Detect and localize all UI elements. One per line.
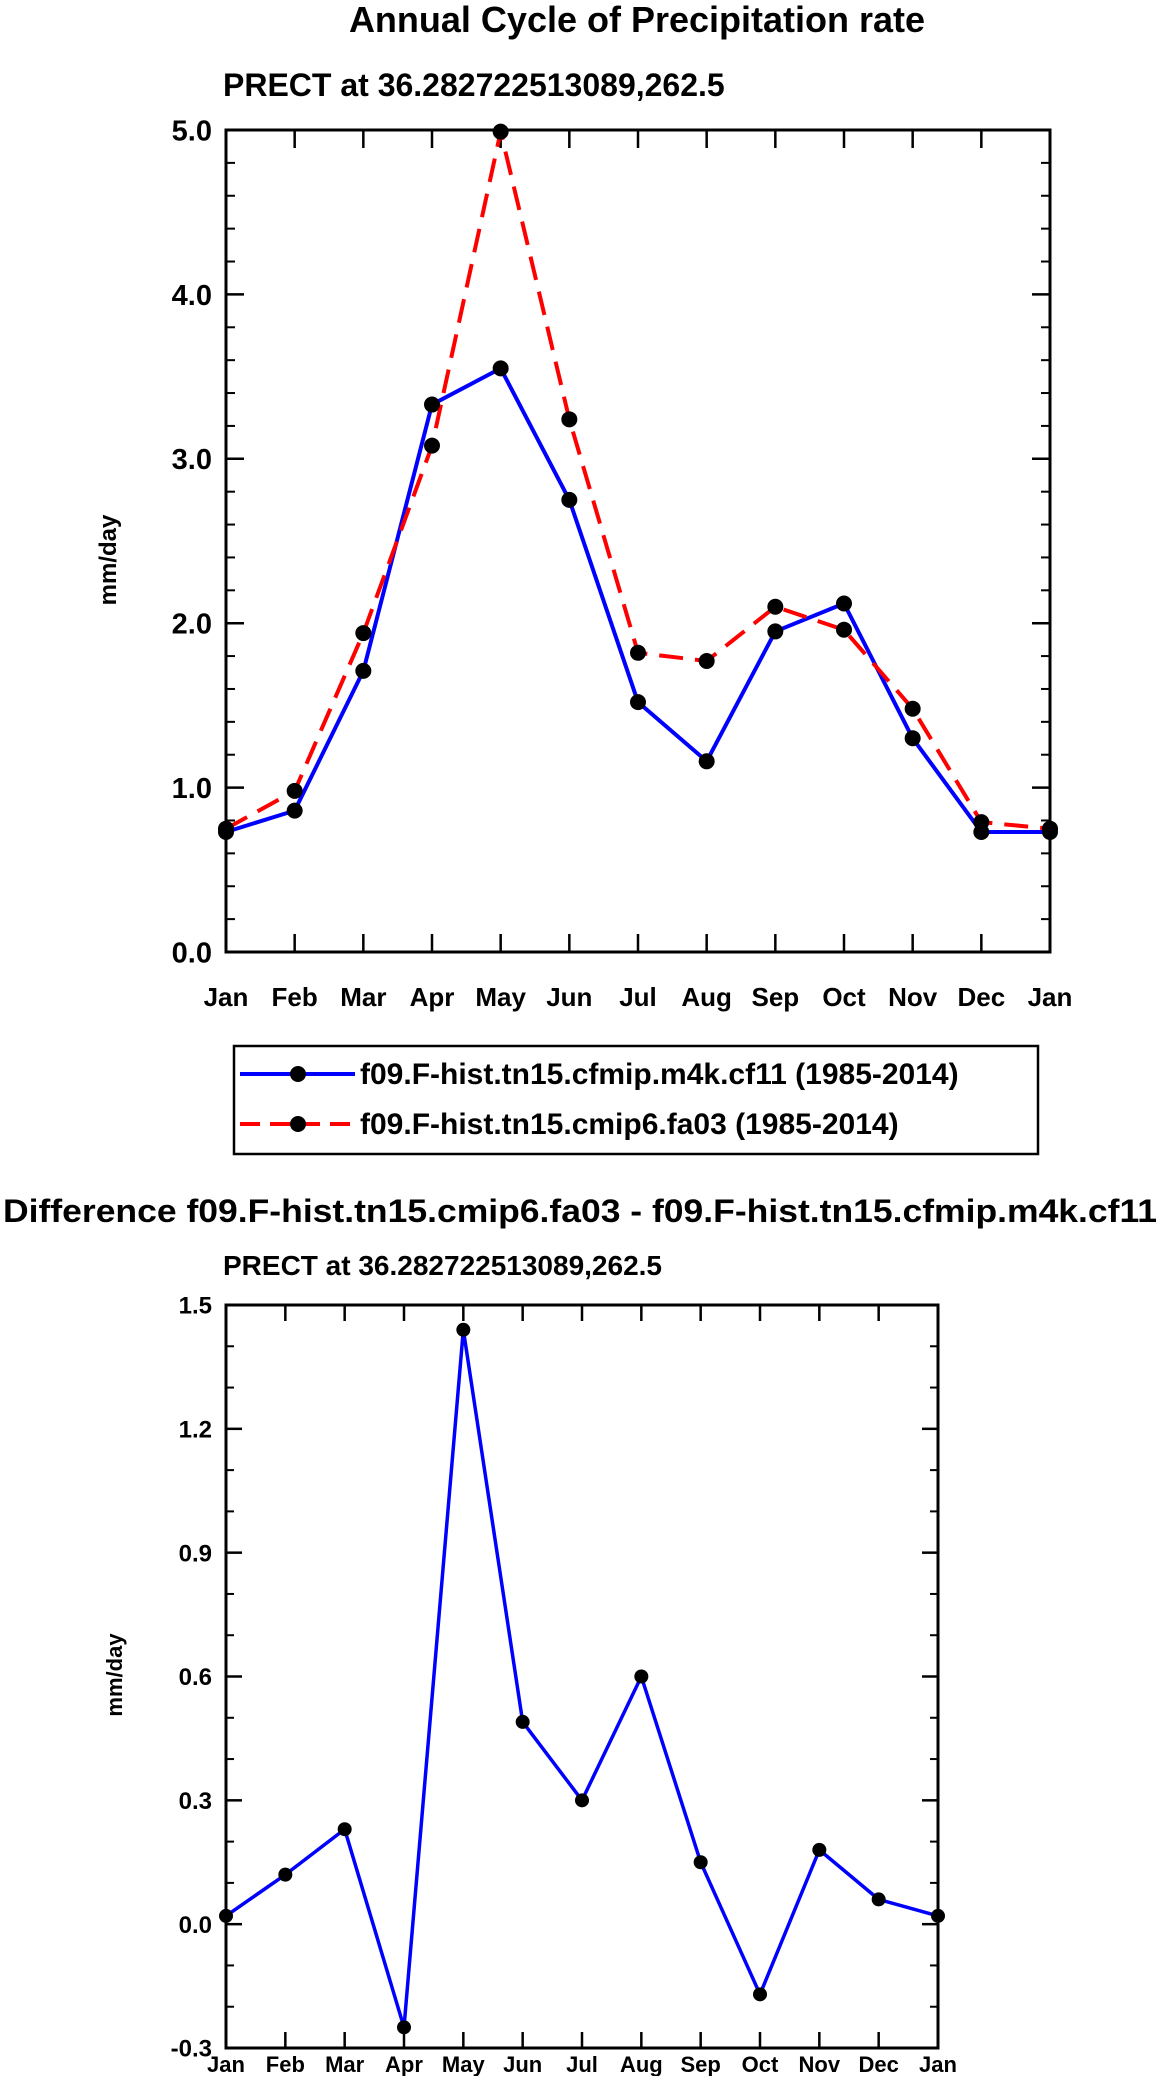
legend-label-series-1: f09.F-hist.tn15.cfmip.m4k.cf11 (1985-201… — [360, 1058, 959, 1091]
chart1-xtick-label: May — [475, 982, 526, 1012]
chart2-xtick-label: Jun — [503, 2052, 542, 2076]
chart2-series-line-1 — [225, 1328, 939, 2030]
chart1-ytick-label: 4.0 — [172, 280, 212, 312]
chart2-xtick-label: Aug — [620, 2052, 663, 2076]
chart1-series-line-2 — [225, 129, 1051, 831]
chart2-series-1-point — [456, 1322, 471, 1337]
chart1-series-2-point — [767, 598, 784, 615]
chart1-series-2-point — [218, 820, 234, 837]
chart1-plot-area: 0.0 1.0 2.0 3.0 4.0 5.0 Jan Feb Mar Apr May Jun Jul A… — [172, 115, 1073, 1012]
chart1-series-1-point — [836, 595, 852, 612]
chart2-series-1-point — [634, 1669, 649, 1684]
chart1-series-1-point — [698, 753, 715, 770]
legend-marker-series-1 — [290, 1066, 306, 1082]
chart1-legend: f09.F-hist.tn15.cfmip.m4k.cf11 (1985-201… — [232, 1044, 1040, 1156]
chart2-ytick-label: 0.3 — [179, 1788, 212, 1815]
chart1-xtick-label: Mar — [340, 982, 386, 1012]
chart2-series-1-point — [219, 1908, 233, 1923]
chart1-series-2-point — [1042, 820, 1058, 837]
chart2-xtick-label: May — [442, 2052, 486, 2076]
chart2-series-1-point — [337, 1822, 352, 1837]
chart1-series-2-point — [973, 814, 990, 831]
chart1-title: Annual Cycle of Precipitation rate — [349, 0, 925, 40]
chart1-xtick-label: Jan — [204, 982, 249, 1012]
chart2-ytick-label: -0.3 — [171, 2036, 212, 2063]
chart2-plot-area: -0.3 0.0 0.3 0.6 0.9 1.2 1.5 Jan Feb Mar Apr May Jun… — [171, 1293, 957, 2076]
chart2-title: Difference f09.F-hist.tn15.cmip6.fa03 - … — [3, 1193, 1157, 1229]
chart1-xtick-label: Jan — [1028, 982, 1073, 1012]
chart1-xtick-label: Apr — [410, 982, 455, 1012]
chart2-xtick-label: Jul — [566, 2052, 598, 2076]
chart1-series-2-point — [698, 653, 715, 670]
chart2-xtick-label: Dec — [858, 2052, 898, 2076]
chart2-ylabel: mm/day — [102, 1633, 127, 1717]
chart2-xtick-label: Sep — [680, 2052, 720, 2076]
chart1-series-1-point — [424, 396, 440, 413]
chart1-series-1-point — [492, 360, 509, 377]
chart1-ytick-label: 3.0 — [172, 444, 212, 476]
chart2-xtick-label: Feb — [266, 2052, 305, 2076]
chart1-series-1-point — [630, 694, 646, 711]
chart1-series-1-point — [904, 730, 921, 747]
chart1-xtick-label: Dec — [957, 982, 1005, 1012]
chart2-xtick-label: Jan — [207, 2052, 245, 2076]
chart2-series-1-point — [693, 1855, 708, 1870]
chart2-series-1-point — [812, 1842, 827, 1857]
chart2-series-1-point — [753, 1987, 767, 2002]
chart1-ytick-label: 2.0 — [172, 609, 212, 641]
chart2-series-1-point — [278, 1867, 293, 1882]
chart1-ytick-label: 5.0 — [172, 115, 212, 147]
chart1-series-2-point — [630, 644, 646, 661]
chart1-frame — [224, 128, 1052, 954]
chart2-xtick-label: Oct — [742, 2052, 779, 2076]
chart1-series-1-point — [286, 802, 303, 819]
chart2-series-1-point — [931, 1908, 945, 1923]
chart1-series-2-point — [286, 782, 303, 799]
chart2-xtick-label: Mar — [325, 2052, 365, 2076]
chart2-series-1-point — [515, 1714, 530, 1729]
chart1-series-line-1 — [225, 366, 1050, 834]
legend-marker-series-2 — [290, 1116, 306, 1132]
chart1-xtick-label: Sep — [751, 982, 799, 1012]
chart1-series-2-point — [836, 621, 852, 638]
chart1-xtick-label: Oct — [822, 982, 866, 1012]
chart1-xtick-label: Nov — [888, 982, 938, 1012]
chart2-ytick-label: 0.6 — [179, 1664, 212, 1691]
chart1-xtick-label: Jun — [546, 982, 592, 1012]
chart1-series-2-point — [492, 123, 509, 140]
chart1-series-1-point — [561, 491, 578, 508]
chart1-series-2-point — [424, 437, 440, 454]
chart2-series-1-point — [397, 2020, 411, 2035]
chart2-frame — [224, 1303, 940, 2050]
chart2-xtick-label: Jan — [919, 2052, 957, 2076]
chart2-ytick-label: 0.0 — [179, 1912, 212, 1939]
chart1-xtick-label: Jul — [619, 982, 657, 1012]
chart2-subtitle: PRECT at 36.282722513089,262.5 — [223, 1250, 662, 1281]
chart1-series-2-point — [561, 411, 578, 428]
chart1-ytick-label: 0.0 — [172, 937, 212, 969]
legend-box — [232, 1044, 1040, 1156]
chart2-series-1-point — [871, 1892, 886, 1907]
chart1-xtick-label: Aug — [681, 982, 732, 1012]
chart1-series-2-point — [904, 700, 921, 717]
legend-label-series-2: f09.F-hist.tn15.cmip6.fa03 (1985-2014) — [360, 1108, 899, 1141]
chart1-xtick-label: Feb — [272, 982, 318, 1012]
chart1-ytick-label: 1.0 — [172, 773, 212, 805]
chart2-xtick-label: Apr — [385, 2052, 423, 2076]
chart1-series-2-point — [355, 625, 372, 642]
chart1-subtitle: PRECT at 36.282722513089,262.5 — [223, 67, 725, 103]
chart2-xtick-label: Nov — [799, 2052, 841, 2076]
chart2-ytick-label: 1.2 — [179, 1416, 212, 1443]
chart2-ytick-label: 0.9 — [179, 1540, 212, 1567]
chart1-series-1-point — [355, 662, 372, 679]
chart2-ytick-label: 1.5 — [179, 1293, 212, 1320]
chart1-series-1-point — [767, 623, 784, 640]
chart1-ylabel: mm/day — [95, 514, 122, 605]
chart2-series-1-point — [575, 1793, 589, 1808]
